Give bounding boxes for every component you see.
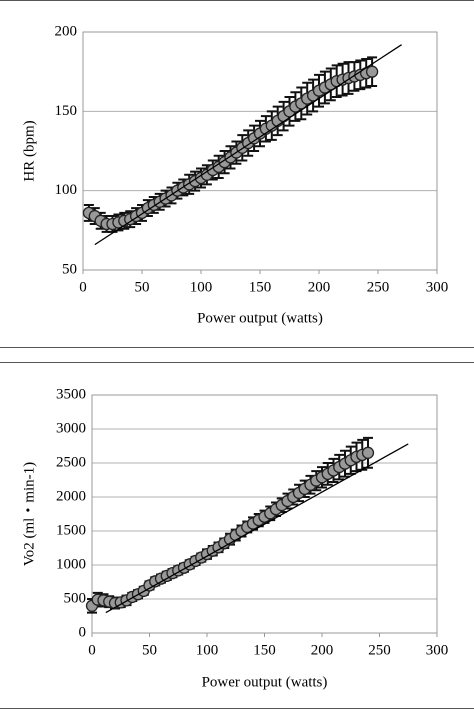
y-tick-label: 100: [55, 182, 78, 198]
x-tick-label: 150: [253, 642, 276, 658]
x-tick-label: 0: [79, 279, 87, 295]
fit-line: [94, 44, 402, 246]
y-tick-label: 500: [64, 590, 87, 606]
x-tick-label: 300: [426, 279, 449, 295]
y-tick-label: 200: [55, 23, 78, 39]
data-point: [365, 65, 379, 78]
y-tick-label: 3000: [56, 420, 86, 436]
y-tick-label: 1000: [56, 556, 86, 572]
x-axis-label: Power output (watts): [197, 310, 323, 326]
x-tick-label: 100: [196, 642, 219, 658]
x-tick-label: 200: [311, 642, 334, 658]
y-tick-label: 2000: [56, 488, 86, 504]
x-tick-label: 250: [368, 642, 391, 658]
y-axis-label: Vo2 (ml・min-1): [21, 462, 37, 566]
y-tick-label: 3500: [56, 386, 86, 402]
x-tick-label: 250: [367, 279, 390, 295]
x-axis-label: Power output (watts): [202, 674, 328, 690]
y-tick-label: 2500: [56, 454, 86, 470]
fit-line: [105, 443, 409, 614]
x-tick-label: 150: [249, 279, 272, 295]
y-tick-label: 50: [62, 261, 77, 277]
x-tick-label: 300: [426, 642, 449, 658]
x-tick-label: 50: [135, 279, 150, 295]
chart-panel: 0 500 1000 1500 2000 2500 3000 3500 0 50 100 150 200…: [21, 386, 448, 690]
y-tick-label: 150: [55, 103, 78, 119]
data-point: [361, 446, 375, 459]
x-tick-label: 100: [190, 279, 213, 295]
plot-frame: [82, 31, 438, 271]
x-tick-label: 50: [142, 642, 157, 658]
x-tick-label: 200: [308, 279, 331, 295]
y-tick-label: 1500: [56, 522, 86, 538]
plot-frame: [91, 394, 438, 634]
y-tick-label: 0: [79, 624, 87, 640]
y-axis-label: HR (bpm): [21, 120, 37, 181]
x-tick-label: 0: [88, 642, 96, 658]
